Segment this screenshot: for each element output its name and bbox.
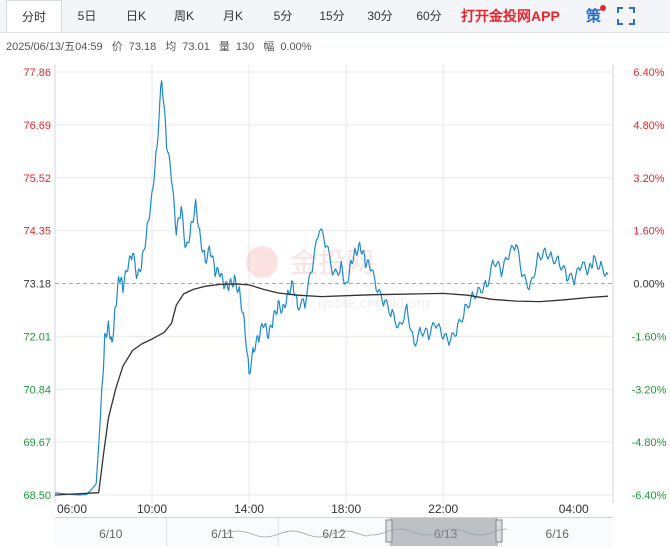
y-tick-label-right: -4.80% (632, 437, 667, 449)
y-tick-label: 75.52 (23, 173, 51, 185)
info-price-label: 价 (111, 41, 123, 53)
watermark-logo-icon (246, 246, 278, 278)
info-date: 2025/06/13/五04:59 (6, 41, 103, 53)
y-tick-label-right: 0.00% (633, 279, 664, 291)
y-tick-label: 77.86 (23, 67, 51, 79)
open-app-link[interactable]: 打开金投网APP (461, 8, 560, 24)
tab-daily-k[interactable]: 日K (125, 9, 146, 23)
watermark-url: quote.cngold.org (318, 295, 430, 312)
info-price: 73.18 (128, 41, 157, 53)
price-line (54, 80, 609, 496)
fullscreen-icon[interactable] (617, 7, 635, 25)
info-vol-label: 量 (218, 41, 230, 53)
y-tick-label-right: -6.40% (632, 490, 667, 502)
x-tick-label: 04:00 (559, 502, 589, 516)
x-tick-label: 22:00 (428, 502, 458, 516)
y-tick-label: 76.69 (23, 120, 51, 132)
y-tick-label-right: -1.60% (632, 331, 667, 343)
y-tick-label-right: 4.80% (633, 120, 664, 132)
chart-lines (54, 80, 609, 496)
info-pct-label: 幅 (263, 41, 275, 53)
x-tick-label: 10:00 (137, 502, 167, 516)
chart-axes: 77.86 6.40% 76.69 4.80% 75.52 3.20% 74.35 1.60%… (23, 67, 666, 516)
chart-grid (54, 64, 614, 503)
info-pct: 0.00% (280, 41, 312, 53)
x-tick-label: 14:00 (234, 502, 264, 516)
y-tick-label: 74.35 (23, 226, 51, 238)
info-avg-label: 均 (165, 41, 177, 53)
info-avg: 73.01 (182, 41, 210, 53)
time-navigator[interactable] (55, 517, 613, 547)
y-tick-label: 69.67 (23, 437, 51, 449)
y-tick-label: 73.18 (23, 279, 51, 291)
y-tick-label: 68.50 (23, 490, 51, 502)
tab-timeshare[interactable]: 分时 (6, 0, 62, 32)
tab-weekly-k[interactable]: 周K (173, 9, 194, 23)
tab-15min[interactable]: 15分 (319, 9, 345, 23)
tab-5day[interactable]: 5日 (77, 9, 97, 23)
tab-5min[interactable]: 5分 (273, 9, 293, 23)
x-tick-label: 06:00 (57, 502, 87, 516)
average-line (54, 283, 609, 496)
strategy-button[interactable]: 策 (586, 8, 602, 25)
y-tick-label-right: 3.20% (633, 173, 664, 185)
chart-toolbar: 分时 5日 日K 周K 月K 5分 15分 30分 60分 打开金投网APP 策 (0, 0, 670, 33)
y-tick-label-right: 6.40% (633, 67, 664, 79)
y-tick-label: 72.01 (23, 331, 51, 343)
quote-info-line: 2025/06/13/五04:59 价 73.18 均 73.01 量 130 幅 0.… (6, 38, 318, 54)
x-tick-label: 18:00 (331, 502, 361, 516)
y-tick-label: 70.84 (23, 384, 51, 396)
tab-30min[interactable]: 30分 (367, 9, 393, 23)
y-tick-label-right: 1.60% (633, 226, 664, 238)
notification-dot (600, 5, 606, 11)
tab-60min[interactable]: 60分 (416, 9, 442, 23)
watermark: 金投网 quote.cngold.org (246, 246, 430, 312)
info-vol: 130 (235, 41, 255, 53)
tab-monthly-k[interactable]: 月K (222, 9, 243, 23)
y-tick-label-right: -3.20% (632, 384, 667, 396)
